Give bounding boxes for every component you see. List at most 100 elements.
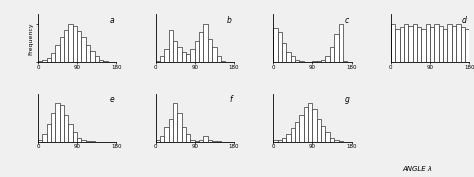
Y-axis label: Frequency: Frequency — [28, 22, 33, 55]
Bar — [46, 124, 51, 142]
Bar — [286, 134, 291, 142]
Bar — [77, 32, 82, 62]
Bar — [408, 26, 413, 62]
Bar — [195, 141, 199, 142]
Bar — [421, 29, 426, 62]
Bar — [334, 140, 338, 142]
Bar — [199, 32, 203, 62]
Bar — [173, 103, 177, 142]
Bar — [51, 113, 55, 142]
Bar — [182, 52, 186, 62]
Bar — [291, 128, 295, 142]
Bar — [169, 30, 173, 62]
Bar — [447, 24, 452, 62]
Bar — [286, 52, 291, 62]
Bar — [465, 29, 469, 62]
Bar — [312, 61, 317, 62]
Bar — [155, 61, 160, 62]
Bar — [326, 132, 330, 142]
Bar — [308, 103, 312, 142]
Text: d: d — [462, 16, 467, 25]
Text: a: a — [109, 16, 114, 25]
Bar — [330, 47, 334, 62]
Bar — [317, 61, 321, 62]
Bar — [86, 45, 90, 62]
Text: g: g — [345, 95, 349, 104]
Bar — [42, 60, 46, 62]
Bar — [395, 29, 400, 62]
Bar — [203, 136, 208, 142]
Bar — [46, 58, 51, 62]
Bar — [217, 141, 221, 142]
Bar — [278, 32, 282, 62]
Bar — [169, 119, 173, 142]
Bar — [64, 30, 68, 62]
Bar — [103, 61, 108, 62]
Bar — [430, 27, 434, 62]
Bar — [321, 60, 326, 62]
Bar — [452, 26, 456, 62]
Bar — [221, 61, 225, 62]
Bar — [90, 141, 94, 142]
Bar — [295, 60, 300, 62]
Bar — [208, 140, 212, 142]
Bar — [291, 56, 295, 62]
Bar — [300, 115, 304, 142]
Bar — [55, 103, 60, 142]
Bar — [417, 27, 421, 62]
Bar — [99, 60, 103, 62]
Bar — [434, 24, 439, 62]
Bar — [278, 140, 282, 142]
Bar — [60, 37, 64, 62]
Bar — [212, 47, 217, 62]
Bar — [330, 138, 334, 142]
Bar — [439, 26, 443, 62]
Bar — [60, 105, 64, 142]
Bar — [94, 56, 99, 62]
Bar — [217, 56, 221, 62]
Bar — [191, 140, 195, 142]
Bar — [312, 109, 317, 142]
Bar — [68, 124, 73, 142]
Bar — [343, 61, 347, 62]
Bar — [77, 138, 82, 142]
Bar — [173, 41, 177, 62]
Bar — [300, 61, 304, 62]
Bar — [191, 49, 195, 62]
Bar — [86, 141, 90, 142]
Bar — [404, 24, 408, 62]
Bar — [321, 126, 326, 142]
Bar — [82, 37, 86, 62]
Bar — [326, 56, 330, 62]
Bar — [182, 127, 186, 142]
Bar — [282, 138, 286, 142]
Bar — [164, 49, 169, 62]
Bar — [186, 54, 191, 62]
Bar — [82, 140, 86, 142]
Bar — [164, 127, 169, 142]
Bar — [186, 133, 191, 142]
Bar — [443, 29, 447, 62]
Bar — [304, 107, 308, 142]
Bar — [338, 141, 343, 142]
Bar — [273, 140, 278, 142]
Text: c: c — [345, 16, 349, 25]
Bar — [456, 24, 461, 62]
Bar — [90, 51, 94, 62]
Bar — [160, 56, 164, 62]
Bar — [334, 35, 338, 62]
Bar — [64, 115, 68, 142]
Bar — [317, 119, 321, 142]
Bar — [400, 27, 404, 62]
Bar — [295, 122, 300, 142]
Bar — [282, 43, 286, 62]
Bar — [426, 24, 430, 62]
Text: e: e — [109, 95, 114, 104]
Text: f: f — [229, 95, 232, 104]
Bar — [160, 136, 164, 142]
Bar — [177, 47, 182, 62]
Bar — [273, 28, 278, 62]
Bar — [55, 45, 60, 62]
Bar — [195, 41, 199, 62]
Bar — [38, 140, 42, 142]
